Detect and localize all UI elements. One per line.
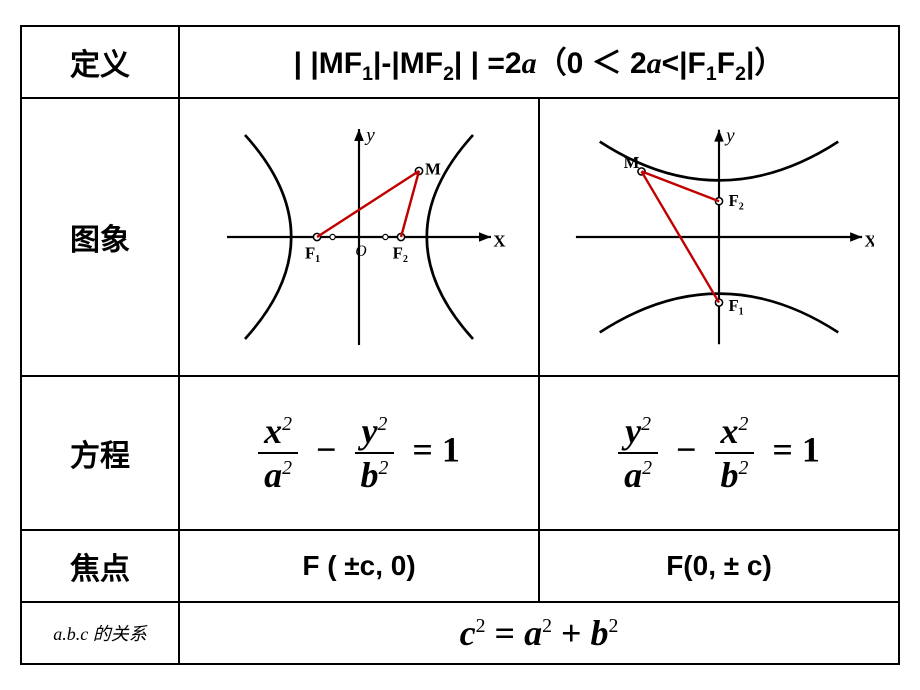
y-axis-label: y bbox=[364, 125, 375, 146]
origin-label: O bbox=[355, 243, 366, 260]
hyperbola-summary-table: 定义 | |MF1|-|MF2| | =2a（0 ＜ 2a<|F1F2|） 图象… bbox=[20, 25, 900, 665]
graph-vertical: X y F₂ F₁ M bbox=[564, 117, 874, 357]
graph-vertical-cell: X y F₂ F₁ M bbox=[539, 98, 899, 376]
foci-horizontal: F ( ±c, 0) bbox=[179, 530, 539, 602]
f1-label-v: F₁ bbox=[729, 296, 744, 315]
f2-label: F₂ bbox=[393, 244, 408, 263]
def-text: | |MF1|-|MF2| | =2a（0 ＜ 2a<|F1F2|） bbox=[294, 47, 785, 80]
graph-horizontal-cell: X y O F₁ F₂ M bbox=[179, 98, 539, 376]
label-graph: 图象 bbox=[21, 98, 179, 376]
f1-label: F₁ bbox=[305, 244, 320, 263]
label-abc: a.b.c 的关系 bbox=[21, 602, 179, 664]
y-axis-label-v: y bbox=[724, 126, 735, 147]
m-label-v: M bbox=[624, 153, 640, 172]
abc-relation: c2 = a2 + b2 bbox=[179, 602, 899, 664]
label-foci: 焦点 bbox=[21, 530, 179, 602]
label-definition: 定义 bbox=[21, 26, 179, 98]
x-axis-label: X bbox=[493, 232, 505, 251]
summary-table: 定义 | |MF1|-|MF2| | =2a（0 ＜ 2a<|F1F2|） 图象… bbox=[20, 25, 900, 665]
equation-horizontal: x2a2 − y2b2 = 1 bbox=[179, 376, 539, 530]
foci-vertical: F(0, ± c) bbox=[539, 530, 899, 602]
f2-label-v: F₂ bbox=[729, 191, 744, 210]
graph-horizontal: X y O F₁ F₂ M bbox=[209, 117, 509, 357]
x-axis-label-v: X bbox=[864, 231, 874, 250]
m-label: M bbox=[425, 160, 441, 179]
equation-vertical: y2a2 − x2b2 = 1 bbox=[539, 376, 899, 530]
label-equation: 方程 bbox=[21, 376, 179, 530]
definition-cell: | |MF1|-|MF2| | =2a（0 ＜ 2a<|F1F2|） bbox=[179, 26, 899, 98]
